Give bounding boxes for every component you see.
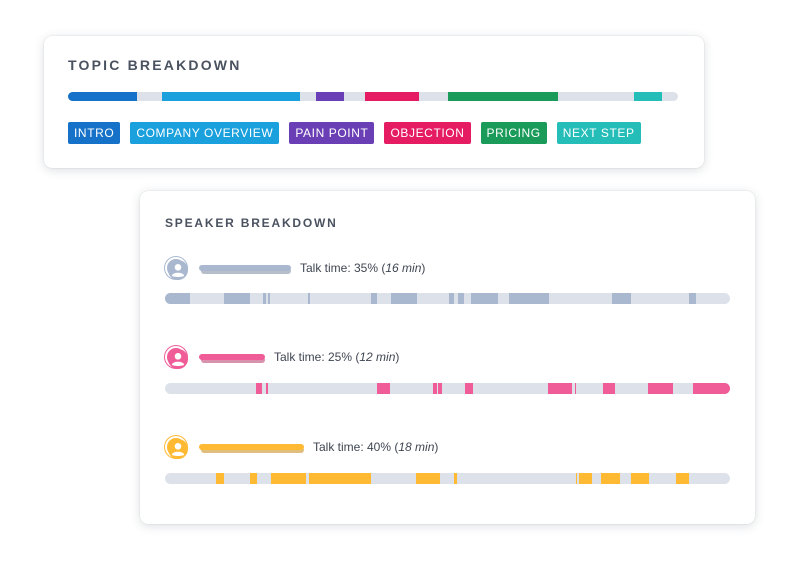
speaker-1-segment <box>448 293 454 304</box>
speaker-1-talk-prefix: Talk time: 35% ( <box>300 261 386 275</box>
speaker-3-segment <box>453 473 457 484</box>
speaker-3-talk-time: Talk time: 40% (18 min) <box>313 440 438 454</box>
speaker-breakdown-card: SPEAKER BREAKDOWN Talk time: 35% (16 min… <box>140 191 755 524</box>
speaker-2-talk-suffix: ) <box>395 350 400 364</box>
speaker-2-segment <box>693 383 730 394</box>
tag-pain-point[interactable]: PAIN POINT <box>289 122 375 144</box>
speaker-1-segment <box>688 293 697 304</box>
speaker-1-segment <box>263 293 266 304</box>
speaker-3-segment <box>416 473 440 484</box>
speaker-3-avatar-icon <box>165 436 188 459</box>
speaker-3-share-bar <box>199 444 304 450</box>
speaker-2-talk-time: Talk time: 25% (12 min) <box>274 350 399 364</box>
speaker-3-talk-minutes: 18 min <box>398 440 435 454</box>
speaker-1-share-bar <box>199 265 291 271</box>
speaker-3-segment <box>676 473 689 484</box>
speaker-1-share-shadow <box>201 268 291 274</box>
speaker-breakdown-title: SPEAKER BREAKDOWN <box>165 216 338 230</box>
speaker-1-talk-suffix: ) <box>421 261 426 275</box>
speaker-3-segment <box>249 473 257 484</box>
speaker-3-talk-prefix: Talk time: 40% ( <box>313 440 399 454</box>
speaker-3-segment <box>216 473 224 484</box>
topic-segment-objection <box>365 92 420 101</box>
speaker-1-talk-minutes: 16 min <box>385 261 422 275</box>
speaker-2-segment <box>574 383 577 394</box>
speaker-3-segment <box>579 473 592 484</box>
speaker-1-avatar-icon <box>165 257 188 280</box>
speaker-2-segment <box>465 383 473 394</box>
topic-segment-company-overview <box>161 92 300 101</box>
speaker-1-segment <box>471 293 499 304</box>
tag-pricing[interactable]: PRICING <box>480 122 547 144</box>
speaker-1-segment <box>165 293 190 304</box>
speaker-3-timeline <box>165 473 730 484</box>
speaker-3-segment <box>575 473 578 484</box>
topic-breakdown-card: TOPIC BREAKDOWN INTRO COMPANY OVERVIEW P… <box>44 36 704 168</box>
speaker-2-segment <box>265 383 268 394</box>
tag-company-overview[interactable]: COMPANY OVERVIEW <box>130 122 280 144</box>
tag-intro[interactable]: INTRO <box>68 122 121 144</box>
speaker-1-segment <box>371 293 377 304</box>
topic-segment-pricing <box>448 92 558 101</box>
speaker-2-segment <box>255 383 263 394</box>
speaker-1-talk-time: Talk time: 35% (16 min) <box>300 261 425 275</box>
speaker-1-segment <box>307 293 311 304</box>
speaker-3-talk-suffix: ) <box>434 440 439 454</box>
speaker-1-segment <box>267 293 271 304</box>
topic-segment-next-step <box>634 92 663 101</box>
speaker-2-timeline <box>165 383 730 394</box>
speaker-2-talk-prefix: Talk time: 25% ( <box>274 350 360 364</box>
tag-next-step[interactable]: NEXT STEP <box>556 122 641 144</box>
topic-timeline <box>68 92 678 101</box>
speaker-2-segment <box>376 383 390 394</box>
speaker-1-segment <box>508 293 550 304</box>
topic-breakdown-title: TOPIC BREAKDOWN <box>68 57 242 73</box>
speaker-1-segment <box>612 293 631 304</box>
speaker-1-segment <box>223 293 250 304</box>
tag-objection[interactable]: OBJECTION <box>384 122 471 144</box>
speaker-3-segment <box>631 473 649 484</box>
topic-tags: INTRO COMPANY OVERVIEW PAIN POINT OBJECT… <box>68 122 641 144</box>
speaker-3-segment <box>601 473 621 484</box>
speaker-2-segment <box>547 383 572 394</box>
topic-segment-intro <box>68 92 137 101</box>
speaker-3-segment <box>271 473 307 484</box>
speaker-2-share-shadow <box>201 357 265 363</box>
topic-segment-pain-point <box>315 92 344 101</box>
speaker-2-avatar-icon <box>165 346 188 369</box>
speaker-1-segment <box>457 293 465 304</box>
speaker-3-share-shadow <box>201 447 304 453</box>
speaker-2-segment <box>433 383 437 394</box>
speaker-2-segment <box>602 383 616 394</box>
speaker-2-share-bar <box>199 354 265 360</box>
speaker-2-segment <box>648 383 673 394</box>
speaker-3-segment <box>309 473 372 484</box>
speaker-1-segment <box>391 293 417 304</box>
speaker-1-timeline <box>165 293 730 304</box>
speaker-2-segment <box>437 383 442 394</box>
speaker-2-talk-minutes: 12 min <box>359 350 396 364</box>
